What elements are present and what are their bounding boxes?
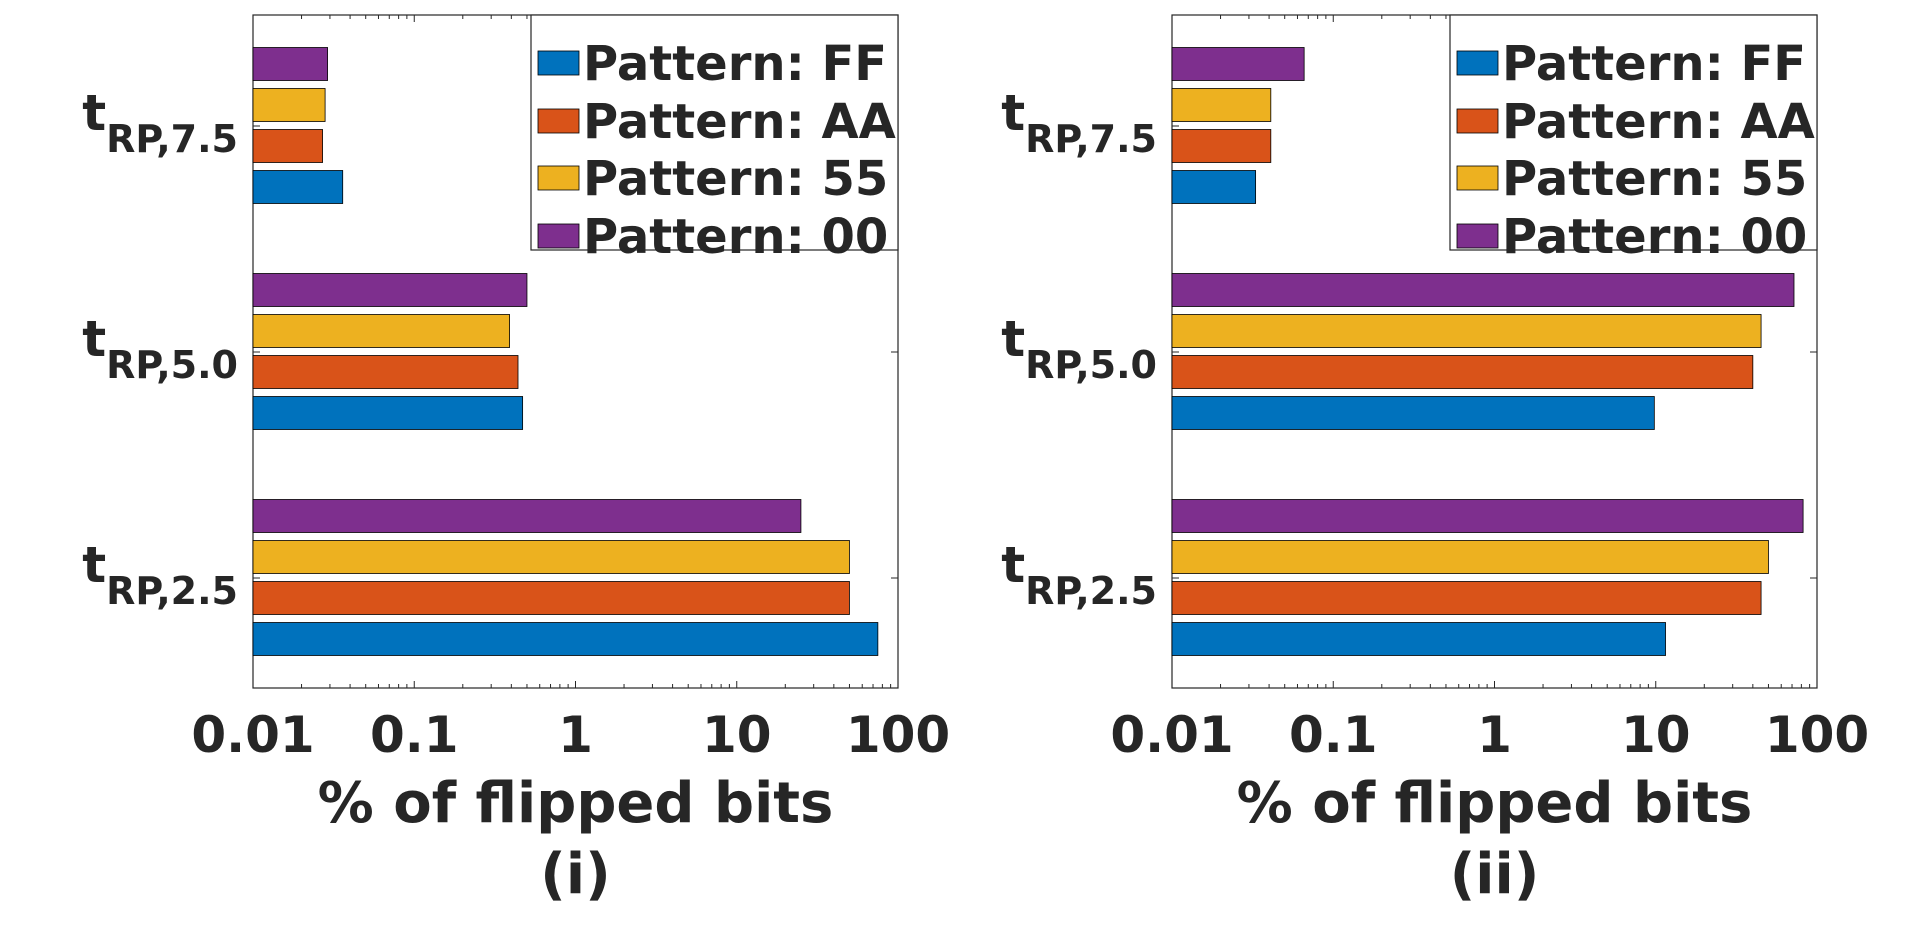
panel-caption: (ii): [1450, 842, 1540, 907]
bar-pattern-ff-cat-1: [252, 622, 879, 656]
bar-pattern-aa-cat-3: [1171, 129, 1272, 163]
legend-label: Pattern: 00: [1502, 209, 1807, 265]
y-category-label: tRP,7.5: [82, 84, 238, 161]
legend-label: Pattern: FF: [1502, 36, 1806, 92]
x-tick-label: 0.1: [1289, 706, 1378, 764]
legend-label: Pattern: 55: [1502, 151, 1807, 207]
legend-label: Pattern: 00: [583, 209, 888, 265]
y-category-label: tRP,7.5: [1001, 84, 1157, 161]
x-axis-label: % of flipped bits: [1237, 771, 1753, 836]
legend-swatch: [1456, 165, 1499, 191]
category-base: t: [1001, 536, 1025, 594]
x-tick-label: 10: [702, 706, 772, 764]
bar-pattern-ff-cat-2: [1171, 396, 1655, 430]
category-subscript: RP,2.5: [1025, 569, 1157, 613]
bar-pattern-ff-cat-3: [1171, 170, 1257, 204]
x-tick-label: 0.01: [191, 706, 314, 764]
bar-pattern-00-cat-1: [1171, 499, 1804, 533]
bar-pattern-aa-cat-2: [252, 355, 519, 389]
bar-pattern-00-cat-2: [252, 273, 528, 307]
legend-swatch: [1456, 108, 1499, 134]
x-tick-label: 0.01: [1110, 706, 1233, 764]
y-category-label: tRP,5.0: [82, 310, 238, 387]
bar-pattern-55-cat-1: [252, 540, 850, 574]
legend-swatch: [1456, 50, 1499, 76]
y-category-label: tRP,2.5: [1001, 536, 1157, 613]
category-base: t: [1001, 84, 1025, 142]
x-tick-label: 1: [1477, 706, 1512, 764]
bar-pattern-55-cat-3: [252, 88, 326, 122]
x-tick-label: 100: [846, 706, 950, 764]
category-base: t: [1001, 310, 1025, 368]
y-category-label: tRP,2.5: [82, 536, 238, 613]
category-subscript: RP,2.5: [106, 569, 238, 613]
legend-label: Pattern: FF: [583, 36, 887, 92]
bar-pattern-aa-cat-3: [252, 129, 323, 163]
bar-pattern-aa-cat-1: [252, 581, 850, 615]
legend-swatch: [537, 50, 580, 76]
bar-pattern-00-cat-3: [1171, 47, 1305, 81]
legend-swatch: [537, 165, 580, 191]
legend-swatch: [537, 223, 580, 249]
bar-pattern-aa-cat-1: [1171, 581, 1762, 615]
bar-pattern-00-cat-1: [252, 499, 802, 533]
legend-swatch: [537, 108, 580, 134]
category-base: t: [82, 536, 106, 594]
bar-pattern-ff-cat-3: [252, 170, 344, 204]
bar-pattern-55-cat-1: [1171, 540, 1769, 574]
bar-pattern-55-cat-2: [1171, 314, 1762, 348]
category-subscript: RP,7.5: [1025, 117, 1157, 161]
x-tick-label: 100: [1765, 706, 1869, 764]
bar-pattern-00-cat-2: [1171, 273, 1795, 307]
x-tick-label: 10: [1621, 706, 1691, 764]
x-tick-label: 0.1: [370, 706, 459, 764]
y-category-label: tRP,5.0: [1001, 310, 1157, 387]
legend-box: [530, 14, 899, 251]
legend-label: Pattern: AA: [583, 94, 896, 150]
bar-pattern-ff-cat-2: [252, 396, 524, 430]
category-base: t: [82, 84, 106, 142]
category-base: t: [82, 310, 106, 368]
x-tick-label: 1: [558, 706, 593, 764]
bar-pattern-ff-cat-1: [1171, 622, 1666, 656]
panel-caption: (i): [540, 842, 610, 907]
bar-pattern-55-cat-2: [252, 314, 510, 348]
bar-pattern-00-cat-3: [252, 47, 328, 81]
bar-pattern-55-cat-3: [1171, 88, 1272, 122]
legend-box: [1449, 14, 1818, 251]
x-axis-label: % of flipped bits: [318, 771, 834, 836]
legend-swatch: [1456, 223, 1499, 249]
legend-label: Pattern: AA: [1502, 94, 1815, 150]
category-subscript: RP,5.0: [1025, 343, 1157, 387]
bar-pattern-aa-cat-2: [1171, 355, 1754, 389]
legend-label: Pattern: 55: [583, 151, 888, 207]
category-subscript: RP,5.0: [106, 343, 238, 387]
category-subscript: RP,7.5: [106, 117, 238, 161]
